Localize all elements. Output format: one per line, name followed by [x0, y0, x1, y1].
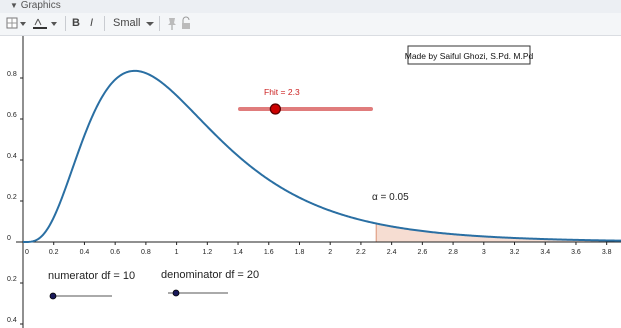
italic-button[interactable]: I: [90, 17, 94, 29]
graphics-canvas[interactable]: 0 0.2 0.4 0.6 0.8 1 1.2 1.4 1.6 1.8 2 2.2 2.4 2.6 2.8 3…: [0, 36, 621, 328]
numerator-df-slider-knob[interactable]: [49, 292, 57, 300]
y-axis-ticks: 0.8 0.6 0.4 0.2 0 0.2 0.4: [7, 71, 23, 325]
x-tick-label: 2.4: [387, 249, 397, 256]
x-tick-label: 0.2: [49, 249, 59, 256]
fhit-slider-knob[interactable]: [269, 103, 282, 115]
chevron-down-icon[interactable]: [145, 16, 155, 31]
x-tick-label: 2.2: [356, 249, 366, 256]
style-toolbar: B I Small: [0, 13, 621, 36]
x-tick-label: 3.4: [540, 249, 550, 256]
denominator-df-label: denominator df = 20: [161, 269, 259, 281]
x-tick-label: 2: [328, 249, 332, 256]
x-axis-ticks: 0 0.2 0.4 0.6 0.8 1 1.2 1.4 1.6 1.8 2 2.2 2.4 2.6 2.8 3…: [22, 242, 612, 256]
toolbar-separator: [65, 16, 66, 31]
toolbar-separator: [159, 16, 160, 31]
x-tick-label: 2.8: [448, 249, 458, 256]
f-distribution-curve: [23, 69, 621, 243]
x-tick-label: 1.2: [202, 249, 212, 256]
grid-dropdown-icon[interactable]: [6, 16, 28, 31]
x-tick-label: 3.8: [602, 249, 612, 256]
x-tick-label: 1: [175, 249, 179, 256]
x-tick-label: 3.6: [571, 249, 581, 256]
denominator-df-slider-knob[interactable]: [172, 289, 180, 297]
x-tick-label: 3: [482, 249, 486, 256]
line-color-icon[interactable]: [32, 16, 62, 31]
x-tick-label: 1.4: [233, 249, 243, 256]
y-tick-label: 0.6: [7, 112, 17, 119]
text-size-select[interactable]: Small: [113, 16, 141, 31]
panel-title: Graphics: [20, 0, 61, 11]
credit-box: [407, 45, 531, 65]
pin-icon[interactable]: [166, 16, 178, 31]
fhit-slider-label: Fhit = 2.3: [264, 87, 300, 97]
y-tick-label: 0: [7, 235, 11, 242]
y-tick-label: 0.2: [7, 276, 17, 283]
y-tick-label: 0.4: [7, 317, 17, 324]
x-tick-label: 2.6: [417, 249, 427, 256]
credit-text: Made by Saiful Ghozi, S.Pd. M.Pd: [405, 51, 534, 61]
alpha-label: α = 0.05: [372, 192, 409, 203]
x-tick-label: 3.2: [510, 249, 520, 256]
numerator-df-label: numerator df = 10: [48, 270, 135, 282]
y-tick-label: 0.4: [7, 153, 17, 160]
x-tick-label: 0: [25, 249, 29, 256]
y-tick-label: 0.8: [7, 71, 17, 78]
x-tick-label: 0.6: [110, 249, 120, 256]
bold-button[interactable]: B: [72, 17, 80, 29]
x-tick-label: 1.8: [295, 249, 305, 256]
text-size-value: Small: [113, 17, 141, 29]
x-tick-label: 0.8: [141, 249, 151, 256]
graphics-panel-header[interactable]: ▼ Graphics: [0, 0, 621, 13]
x-tick-label: 0.4: [80, 249, 90, 256]
y-tick-label: 0.2: [7, 194, 17, 201]
x-tick-label: 1.6: [264, 249, 274, 256]
lock-icon[interactable]: [180, 16, 192, 31]
toolbar-separator: [104, 16, 105, 31]
collapse-triangle-icon[interactable]: ▼: [10, 1, 18, 10]
